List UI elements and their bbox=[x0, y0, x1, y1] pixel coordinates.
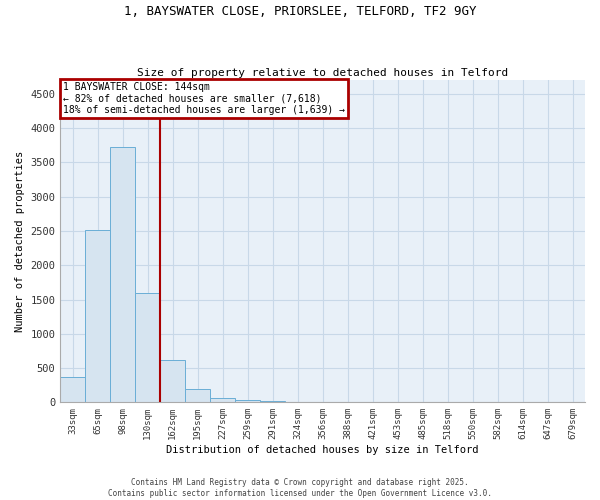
Bar bbox=[160, 360, 185, 403]
Bar bbox=[235, 400, 260, 402]
Bar bbox=[210, 398, 235, 402]
Text: 1 BAYSWATER CLOSE: 144sqm
← 82% of detached houses are smaller (7,618)
18% of se: 1 BAYSWATER CLOSE: 144sqm ← 82% of detac… bbox=[63, 82, 345, 115]
Bar bbox=[61, 377, 85, 402]
Bar bbox=[136, 294, 160, 403]
Title: Size of property relative to detached houses in Telford: Size of property relative to detached ho… bbox=[137, 68, 508, 78]
Bar bbox=[110, 146, 136, 402]
Bar bbox=[85, 230, 110, 402]
Text: 1, BAYSWATER CLOSE, PRIORSLEE, TELFORD, TF2 9GY: 1, BAYSWATER CLOSE, PRIORSLEE, TELFORD, … bbox=[124, 5, 476, 18]
Bar bbox=[185, 388, 210, 402]
Text: Contains HM Land Registry data © Crown copyright and database right 2025.
Contai: Contains HM Land Registry data © Crown c… bbox=[108, 478, 492, 498]
Y-axis label: Number of detached properties: Number of detached properties bbox=[15, 150, 25, 332]
X-axis label: Distribution of detached houses by size in Telford: Distribution of detached houses by size … bbox=[166, 445, 479, 455]
